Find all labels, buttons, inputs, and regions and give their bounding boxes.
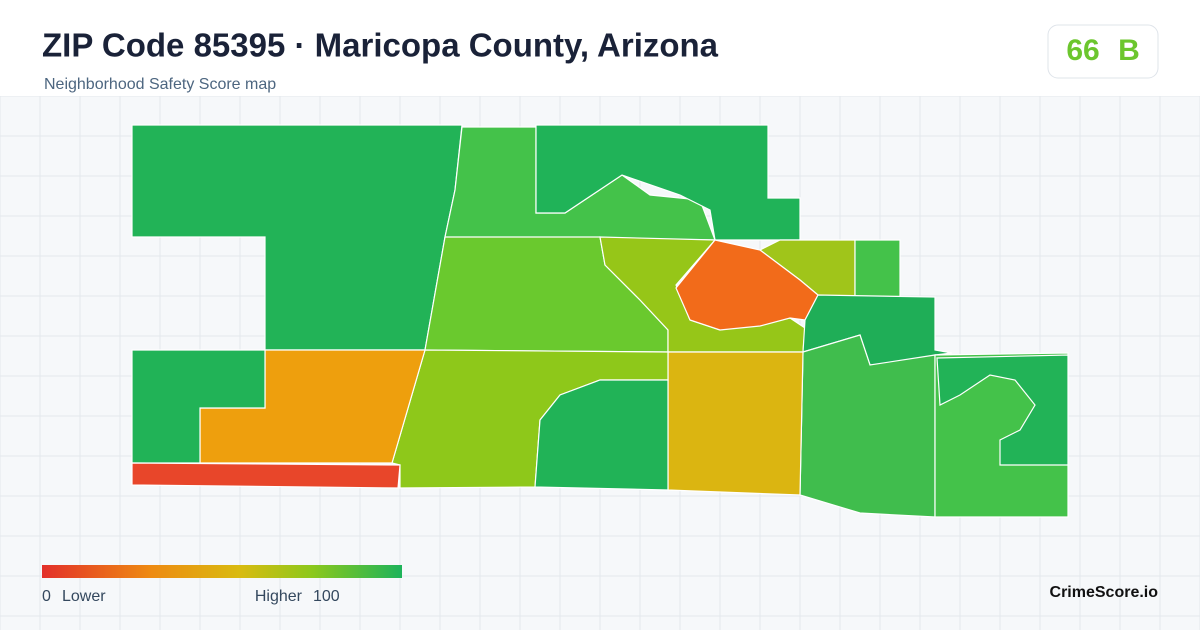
map (131, 124, 1069, 518)
header-bg (0, 0, 1200, 96)
legend-min-label: Lower (62, 588, 106, 605)
legend-max: 100 (313, 588, 340, 605)
score-value: 66 (1066, 34, 1099, 67)
title: ZIP Code 85395 · Maricopa County, Arizon… (42, 27, 719, 64)
brand: CrimeScore.io (1050, 584, 1159, 601)
area (854, 239, 901, 298)
area (799, 334, 936, 518)
legend-max-label: Higher (255, 588, 303, 605)
area (534, 379, 669, 491)
area (936, 354, 1069, 466)
score-grade: B (1118, 34, 1140, 67)
score-badge (1047, 24, 1159, 79)
subtitle: Neighborhood Safety Score map (44, 76, 276, 93)
legend-gradient (42, 565, 402, 578)
area (667, 351, 804, 496)
area (675, 239, 819, 331)
area (535, 124, 801, 241)
area (131, 462, 401, 489)
legend-min: 0 (42, 588, 51, 605)
